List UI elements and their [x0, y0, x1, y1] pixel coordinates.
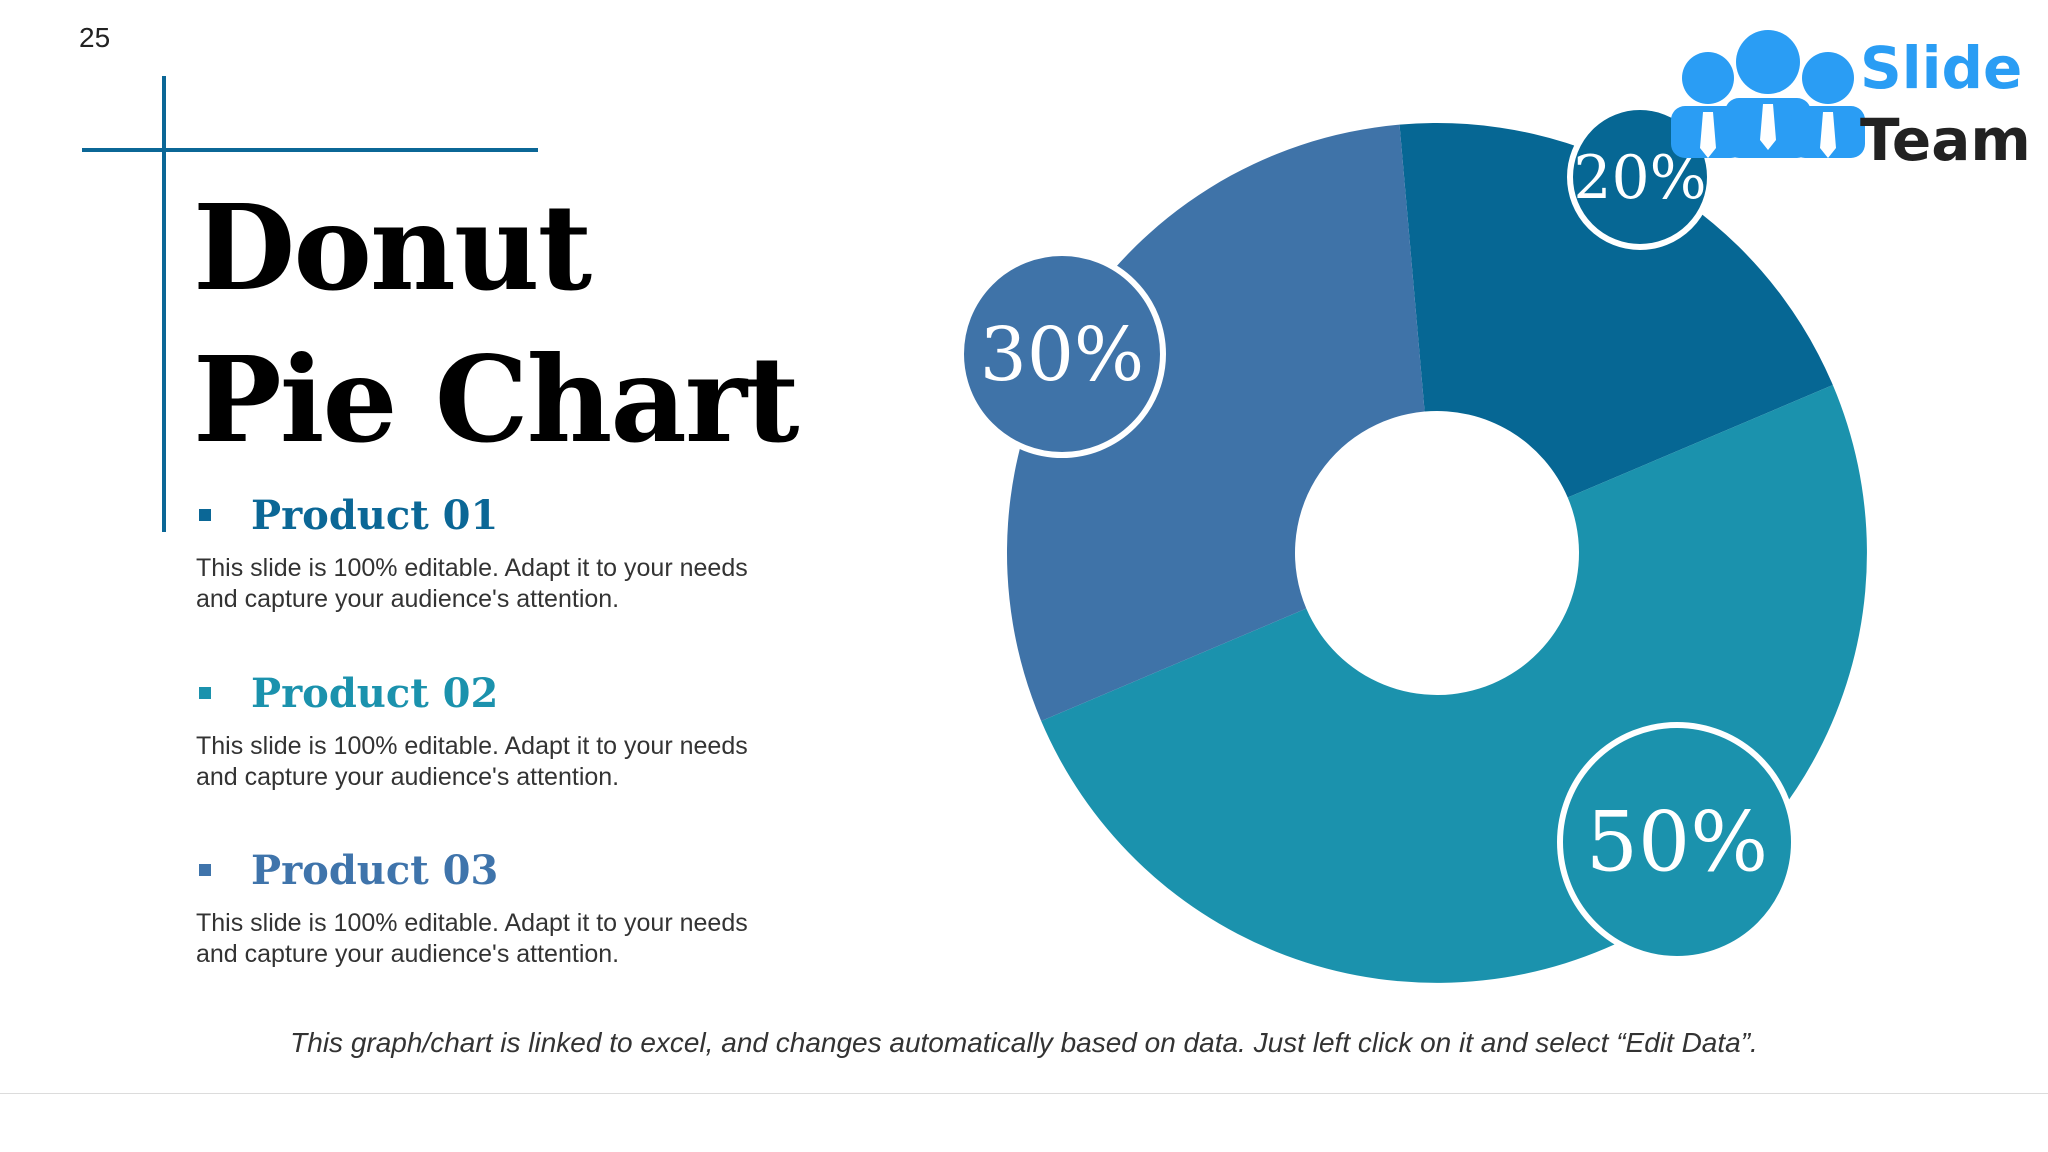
percent-badge-2 [1557, 722, 1797, 962]
percent-label-2: 50% [1586, 796, 1768, 891]
legend-description: This slide is 100% editable. Adapt it to… [196, 909, 748, 968]
footnote: This graph/chart is linked to excel, and… [290, 1027, 1758, 1058]
person-head-icon [1802, 52, 1854, 104]
person-head-icon [1736, 30, 1800, 94]
legend-item-product-01: Product 01 This slide is 100% editable. … [196, 485, 836, 615]
person-head-icon [1682, 52, 1734, 104]
person-tie-icon [1700, 112, 1716, 158]
legend-item-product-02: Product 02 This slide is 100% editable. … [196, 663, 836, 793]
donut-slice-1[interactable] [1399, 123, 1833, 498]
slide-number: 25 [79, 22, 111, 53]
slideteam-logo: Slide Team [1668, 28, 2031, 172]
legend-label: Product 03 [251, 846, 499, 894]
bottom-divider [0, 1093, 2048, 1094]
bullet-square-icon [199, 687, 211, 699]
people-icon [1671, 30, 1865, 158]
logo-word-slide: Slide [1860, 34, 2023, 102]
title-line-1: Donut [193, 178, 592, 317]
legend-label: Product 01 [251, 491, 499, 539]
bullet-square-icon [199, 509, 211, 521]
bullet-square-icon [199, 864, 211, 876]
legend-label: Product 02 [251, 669, 499, 717]
legend-item-product-03: Product 03 This slide is 100% editable. … [196, 840, 836, 970]
decor-horizontal-line [82, 148, 538, 152]
logo-word-team: Team [1860, 106, 2031, 174]
person-tie-icon [1820, 112, 1836, 158]
decor-vertical-line [162, 76, 166, 532]
page-title: Donut Pie Chart [193, 172, 800, 476]
person-tie-icon [1760, 104, 1776, 150]
legend-description: This slide is 100% editable. Adapt it to… [196, 732, 748, 791]
percent-badge-3 [958, 250, 1166, 458]
title-line-2: Pie Chart [193, 330, 800, 469]
legend-description: This slide is 100% editable. Adapt it to… [196, 554, 748, 613]
percent-label-3: 30% [980, 312, 1144, 398]
